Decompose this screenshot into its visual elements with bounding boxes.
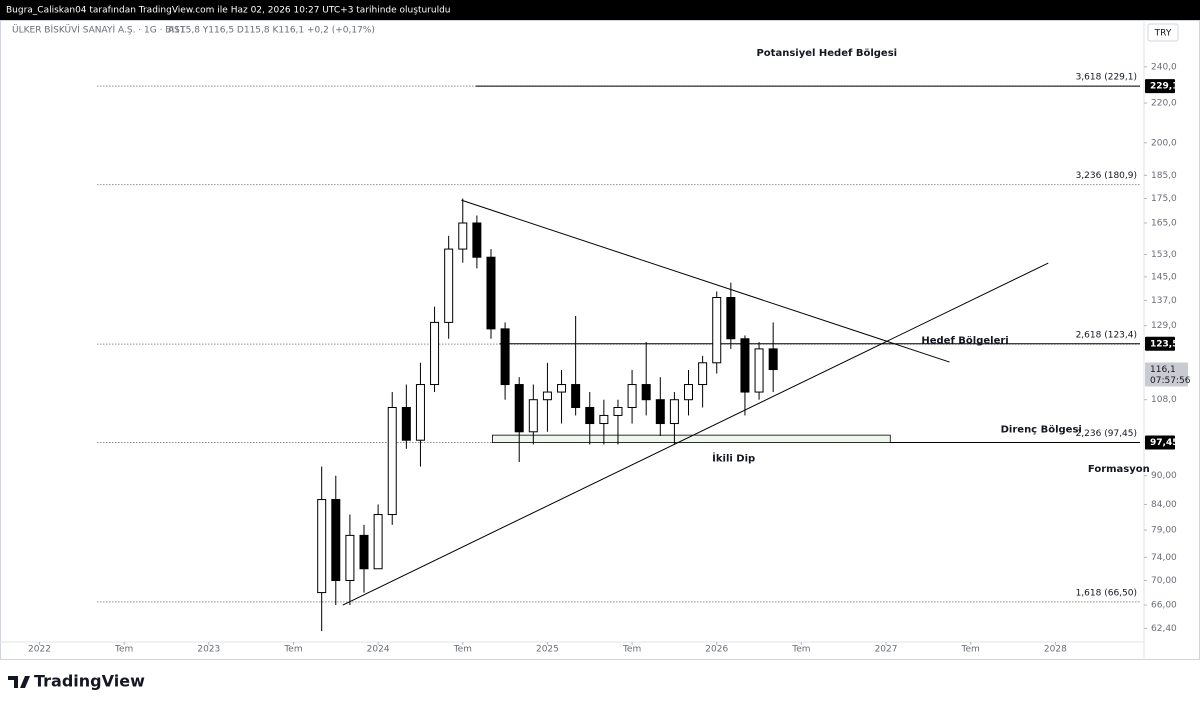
fib-label: 3,236 (180,9)	[1076, 171, 1137, 181]
x-tick-label: 2027	[875, 645, 898, 655]
fib-label: 2,618 (123,4)	[1076, 331, 1137, 341]
x-tick-label: Tem	[453, 645, 472, 655]
symbol: ÜLKER BİSKÜVİ SANAYİ A.Ş. · 1G · BIST	[12, 25, 186, 36]
candle-body	[726, 297, 736, 340]
x-tick-label: Tem	[791, 645, 810, 655]
candle-body	[768, 348, 778, 371]
candle-body	[359, 534, 369, 570]
candle-body	[472, 222, 482, 258]
currency-box[interactable]	[1147, 23, 1179, 42]
last-price-badge	[1145, 362, 1188, 387]
candle-body	[331, 499, 341, 582]
chart-frame	[0, 20, 1200, 660]
trendline	[342, 262, 1049, 606]
currency[interactable]: TRY	[1154, 29, 1172, 39]
candle-body	[415, 384, 425, 441]
annotation: Potansiyel Hedef Bölgesi	[756, 48, 897, 59]
y-tick-label: 79,00	[1151, 526, 1177, 536]
price-badge-label: 123,5	[1150, 339, 1178, 349]
y-tick-label: 175,0	[1151, 194, 1177, 204]
ohlc: A115,8 Y116,5 D115,8 K116,1 +0,2 (+0,17%…	[168, 26, 375, 36]
x-tick-label: Tem	[114, 645, 133, 655]
y-tick-label: 129,0	[1151, 321, 1177, 331]
header-bar	[0, 0, 1200, 20]
candle-body	[655, 399, 665, 425]
countdown: 07:57:56	[1150, 376, 1191, 386]
candle-body	[542, 391, 552, 401]
price-badge	[1145, 435, 1175, 450]
y-tick-label: 62,40	[1151, 624, 1177, 634]
x-tick-label: 2028	[1044, 645, 1067, 655]
annotation: Direnç Bölgesi	[1001, 425, 1082, 436]
brand: TradingView	[34, 672, 145, 691]
y-tick-label: 153,0	[1151, 250, 1177, 260]
candle-body	[345, 534, 355, 582]
y-tick-label: 240,0	[1151, 62, 1177, 72]
candle-body	[571, 384, 581, 408]
candle-body	[528, 399, 538, 433]
candle-body	[373, 514, 383, 570]
candle-body	[557, 384, 567, 393]
price-badge	[1145, 79, 1175, 94]
y-tick-label: 90,00	[1151, 471, 1177, 481]
x-tick-label: 2025	[536, 645, 559, 655]
price-badge	[1145, 336, 1175, 351]
x-tick-label: Tem	[283, 645, 302, 655]
y-tick-label: 84,00	[1151, 500, 1177, 510]
candle-body	[684, 384, 694, 401]
candle-body	[585, 406, 595, 425]
brand-logo	[8, 676, 30, 688]
last-price-label: 116,1	[1150, 365, 1176, 375]
x-tick-label: 2024	[367, 645, 390, 655]
x-tick-label: 2026	[705, 645, 728, 655]
x-tick-label: 2022	[28, 645, 51, 655]
y-tick-label: 220,0	[1151, 99, 1177, 109]
candle-body	[641, 384, 651, 401]
y-tick-label: 185,0	[1151, 171, 1177, 181]
annotation: Formasyon	[1088, 464, 1150, 475]
candle-body	[712, 297, 722, 364]
candle-body	[599, 414, 609, 425]
candle-body	[698, 362, 708, 386]
y-tick-label: 66,00	[1151, 601, 1177, 611]
candle-body	[486, 256, 496, 330]
candle-body	[430, 321, 440, 386]
candle-body	[387, 406, 397, 516]
y-tick-label: 70,00	[1151, 576, 1177, 586]
trendline	[461, 199, 950, 363]
candle-body	[740, 338, 750, 393]
fib-label: 2,236 (97,45)	[1076, 429, 1137, 439]
y-tick-label: 145,0	[1151, 272, 1177, 282]
x-tick-label: Tem	[622, 645, 641, 655]
candle-body	[444, 248, 454, 323]
x-tick-label: 2023	[197, 645, 220, 655]
candle-body	[458, 222, 468, 250]
y-tick-label: 108,0	[1151, 395, 1177, 405]
candle-body	[627, 384, 637, 408]
x-tick-label: Tem	[961, 645, 980, 655]
y-tick-label: 165,0	[1151, 219, 1177, 229]
candle-body	[754, 348, 764, 393]
fib-label: 3,618 (229,1)	[1076, 73, 1137, 83]
candle-body	[401, 406, 411, 441]
header: Bugra_Caliskan04 tarafından TradingView.…	[6, 6, 451, 16]
price-badge-label: 229,1	[1150, 82, 1178, 92]
candle-body	[514, 384, 524, 433]
candle-body	[317, 499, 327, 594]
candle-body	[669, 399, 679, 425]
price-badge-label: 97,45	[1150, 438, 1178, 448]
candle-body	[500, 328, 510, 386]
candle-body	[613, 406, 623, 416]
resistance-zone	[492, 434, 891, 443]
annotation: Hedef Bölgeleri	[921, 335, 1008, 346]
y-tick-label: 74,00	[1151, 553, 1177, 563]
annotation: İkili Dip	[712, 450, 755, 464]
y-tick-label: 137,0	[1151, 296, 1177, 306]
y-tick-label: 200,0	[1151, 138, 1177, 148]
fib-label: 1,618 (66,50)	[1076, 588, 1137, 598]
